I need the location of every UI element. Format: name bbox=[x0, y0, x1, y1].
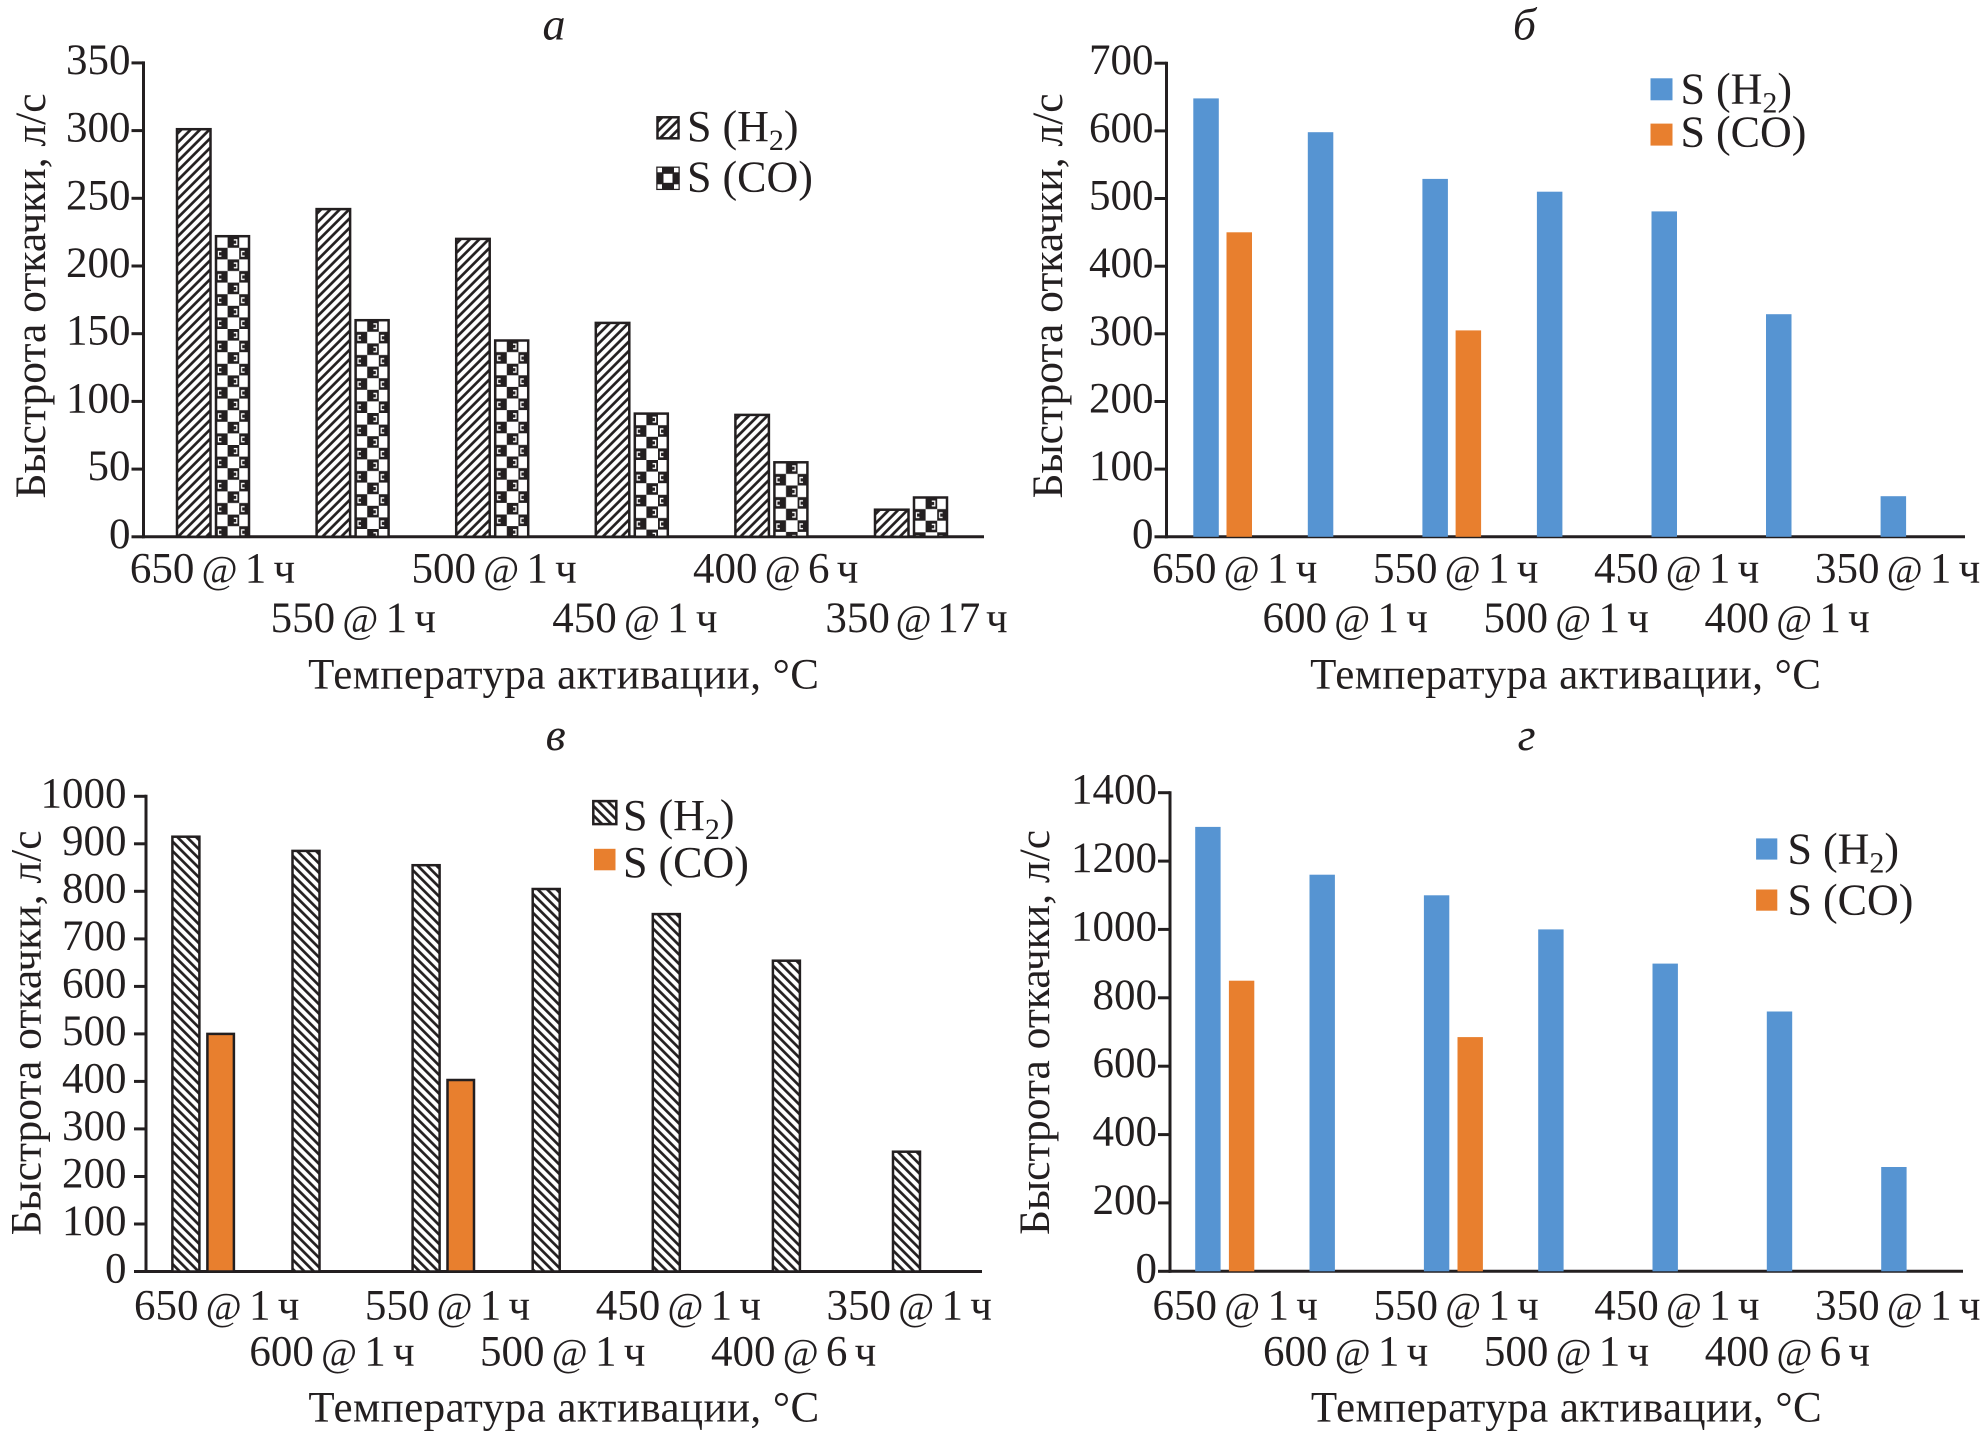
svg-text:400: 400 bbox=[1089, 240, 1154, 287]
svg-text:600 @ 1 ч: 600 @ 1 ч bbox=[1263, 1329, 1428, 1376]
svg-text:Быстрота откачки, л/с: Быстрота откачки, л/с bbox=[1011, 830, 1059, 1235]
svg-text:400: 400 bbox=[1093, 1109, 1158, 1156]
svg-text:200: 200 bbox=[1089, 376, 1154, 423]
svg-text:Быстрота откачки, л/с: Быстрота откачки, л/с bbox=[1024, 93, 1072, 498]
svg-text:0: 0 bbox=[105, 1246, 127, 1293]
svg-text:100: 100 bbox=[66, 375, 131, 422]
svg-text:400 @ 1 ч: 400 @ 1 ч bbox=[1704, 595, 1869, 642]
svg-text:1400: 1400 bbox=[1071, 767, 1157, 814]
svg-text:250: 250 bbox=[66, 172, 131, 219]
svg-text:700: 700 bbox=[62, 913, 127, 960]
svg-text:350 @ 1 ч: 350 @ 1 ч bbox=[1815, 546, 1980, 593]
svg-text:S (CO): S (CO) bbox=[687, 153, 813, 202]
svg-text:800: 800 bbox=[1093, 972, 1158, 1019]
svg-text:650 @ 1 ч: 650 @ 1 ч bbox=[1152, 546, 1317, 593]
svg-text:650 @ 1 ч: 650 @ 1 ч bbox=[134, 1283, 299, 1330]
svg-text:200: 200 bbox=[62, 1151, 127, 1198]
svg-text:1200: 1200 bbox=[1071, 835, 1157, 882]
svg-text:0: 0 bbox=[109, 511, 131, 558]
svg-text:350 @ 1 ч: 350 @ 1 ч bbox=[827, 1283, 992, 1330]
svg-text:600 @ 1 ч: 600 @ 1 ч bbox=[249, 1329, 414, 1376]
svg-text:500 @ 1 ч: 500 @ 1 ч bbox=[480, 1329, 645, 1376]
svg-text:Быстрота откачки, л/с: Быстрота откачки, л/с bbox=[3, 830, 51, 1235]
svg-text:500 @ 1 ч: 500 @ 1 ч bbox=[1484, 595, 1649, 642]
svg-text:600: 600 bbox=[1089, 105, 1154, 152]
svg-text:0: 0 bbox=[1132, 511, 1154, 558]
svg-text:550 @ 1 ч: 550 @ 1 ч bbox=[271, 595, 436, 642]
svg-text:350 @ 1 ч: 350 @ 1 ч bbox=[1815, 1283, 1980, 1330]
svg-text:Температура активации, °C: Температура активации, °C bbox=[1311, 1385, 1822, 1432]
svg-text:450 @ 1 ч: 450 @ 1 ч bbox=[1594, 546, 1759, 593]
svg-text:150: 150 bbox=[66, 308, 131, 355]
svg-text:500: 500 bbox=[1089, 173, 1154, 220]
svg-text:550 @ 1 ч: 550 @ 1 ч bbox=[1373, 546, 1538, 593]
svg-text:400 @ 6 ч: 400 @ 6 ч bbox=[693, 546, 858, 593]
svg-text:0: 0 bbox=[1136, 1245, 1158, 1292]
svg-text:550 @ 1 ч: 550 @ 1 ч bbox=[365, 1283, 530, 1330]
svg-text:в: в bbox=[546, 709, 566, 760]
svg-text:400 @ 6 ч: 400 @ 6 ч bbox=[1705, 1329, 1870, 1376]
svg-text:500 @ 1 ч: 500 @ 1 ч bbox=[411, 546, 576, 593]
svg-text:350 @ 17 ч: 350 @ 17 ч bbox=[825, 595, 1007, 642]
svg-text:Быстрота откачки, л/с: Быстрота откачки, л/с bbox=[7, 93, 55, 498]
svg-text:400: 400 bbox=[62, 1055, 127, 1102]
svg-text:450 @ 1 ч: 450 @ 1 ч bbox=[596, 1283, 761, 1330]
svg-text:1000: 1000 bbox=[41, 770, 127, 817]
svg-text:300: 300 bbox=[66, 105, 131, 152]
svg-text:а: а bbox=[543, 0, 566, 50]
svg-text:50: 50 bbox=[88, 443, 131, 490]
svg-text:650 @ 1 ч: 650 @ 1 ч bbox=[130, 546, 295, 593]
svg-text:450 @ 1 ч: 450 @ 1 ч bbox=[552, 595, 717, 642]
svg-text:400 @ 6 ч: 400 @ 6 ч bbox=[711, 1329, 876, 1376]
svg-text:600 @ 1 ч: 600 @ 1 ч bbox=[1263, 595, 1428, 642]
svg-text:300: 300 bbox=[62, 1103, 127, 1150]
svg-text:Температура активации, °C: Температура активации, °C bbox=[1310, 652, 1821, 699]
svg-text:200: 200 bbox=[66, 240, 131, 287]
svg-text:S (CO): S (CO) bbox=[1681, 108, 1807, 157]
svg-text:200: 200 bbox=[1093, 1177, 1158, 1224]
svg-text:500: 500 bbox=[62, 1008, 127, 1055]
svg-text:100: 100 bbox=[1089, 443, 1154, 490]
svg-text:Температура активации, °C: Температура активации, °C bbox=[308, 1385, 819, 1432]
svg-text:1000: 1000 bbox=[1071, 903, 1157, 950]
svg-text:350: 350 bbox=[66, 37, 131, 84]
svg-text:600: 600 bbox=[62, 960, 127, 1007]
svg-text:100: 100 bbox=[62, 1198, 127, 1245]
svg-text:Температура активации, °C: Температура активации, °C bbox=[308, 652, 819, 699]
svg-text:600: 600 bbox=[1093, 1040, 1158, 1087]
svg-text:г: г bbox=[1518, 709, 1536, 760]
svg-text:900: 900 bbox=[62, 818, 127, 865]
svg-text:650 @ 1 ч: 650 @ 1 ч bbox=[1153, 1283, 1318, 1330]
svg-text:S (CO): S (CO) bbox=[623, 838, 749, 887]
svg-text:800: 800 bbox=[62, 865, 127, 912]
svg-text:S (CO): S (CO) bbox=[1788, 876, 1914, 925]
svg-text:700: 700 bbox=[1089, 37, 1154, 84]
svg-text:500 @ 1 ч: 500 @ 1 ч bbox=[1484, 1329, 1649, 1376]
svg-text:450 @ 1 ч: 450 @ 1 ч bbox=[1594, 1283, 1759, 1330]
svg-text:300: 300 bbox=[1089, 308, 1154, 355]
svg-text:550 @ 1 ч: 550 @ 1 ч bbox=[1373, 1283, 1538, 1330]
svg-text:б: б bbox=[1513, 0, 1538, 50]
